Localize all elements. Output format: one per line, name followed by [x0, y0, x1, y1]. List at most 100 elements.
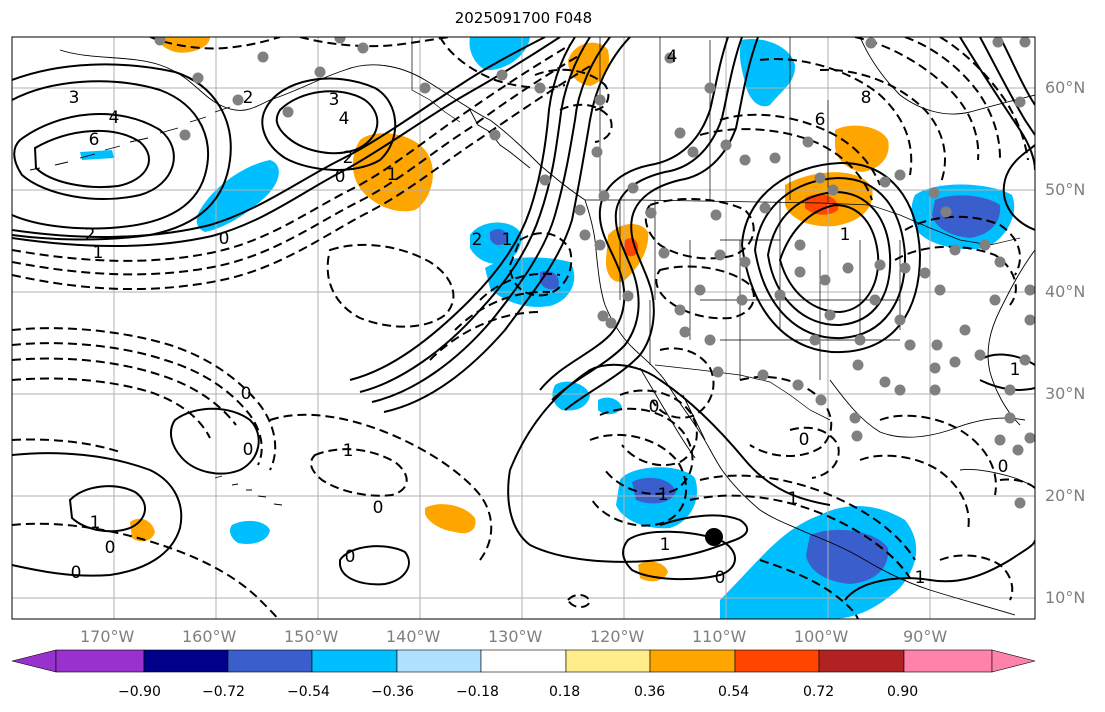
latitude-label: 60°N [1045, 78, 1086, 97]
contour-label: 1 [93, 243, 104, 263]
colorbar-segment [818, 649, 905, 673]
colorbar-segment [227, 649, 313, 673]
contour-label: 4 [339, 109, 350, 129]
longitude-label: 100°W [794, 627, 849, 646]
contour-label: 1 [788, 489, 799, 509]
contour-label: 0 [799, 430, 810, 450]
colorbar-tick-label: −0.18 [456, 684, 499, 700]
east-coast [987, 249, 1035, 426]
longitude-label: 150°W [284, 627, 339, 646]
contour-label: 6 [815, 110, 826, 130]
hawaii-islands [214, 475, 283, 506]
longitude-label: 160°W [182, 627, 237, 646]
contour-label: 2 [243, 88, 254, 108]
shade-blue-ab-top [469, 37, 530, 71]
colorbar-segment [991, 649, 1036, 673]
contour-label: 1 [90, 513, 101, 533]
contour-label: 2 [85, 225, 96, 245]
latitude-label: 40°N [1045, 282, 1086, 301]
longitude-label: 110°W [692, 627, 747, 646]
contour-label: 0 [71, 563, 82, 583]
contour-label: 3 [329, 90, 340, 110]
contour-label: 1 [502, 230, 513, 250]
alaska-border [411, 37, 461, 123]
contour-label: 0 [335, 167, 346, 187]
contour-label: 1 [660, 535, 671, 555]
shade-blue-pac-nw [485, 257, 575, 307]
contour-label: 1 [840, 225, 851, 245]
contour-label: 1 [658, 485, 669, 505]
latitude-label: 20°N [1045, 486, 1086, 505]
contour-label: 1 [1010, 360, 1021, 380]
province-lines [599, 37, 829, 203]
tc-position-marker [705, 528, 723, 546]
contour-label: 0 [105, 538, 116, 558]
colorbar-segment [565, 649, 651, 673]
station-markers [154, 37, 1035, 509]
contour-label: 4 [667, 47, 678, 67]
colorbar-segment [396, 649, 482, 673]
west-coast [584, 199, 1016, 616]
gulf-coast [829, 379, 1026, 438]
latitude-label: 10°N [1045, 588, 1086, 607]
dashed-contours [12, 37, 1035, 619]
contour-label: 6 [89, 130, 100, 150]
shade-orange-nw [159, 37, 210, 53]
colorbar-tick-label: −0.90 [118, 684, 161, 700]
colorbar-segment [480, 649, 567, 673]
shade-orange-manitoba [835, 125, 889, 172]
colorbar-segment [143, 649, 229, 673]
colorbar-tick-label: 0.18 [549, 684, 581, 700]
shade-red-idaho [624, 238, 639, 257]
shade-orange-mex [638, 561, 668, 582]
map-title: 2025091700 F048 [454, 9, 593, 27]
colorbar-tick-label: 0.36 [634, 684, 666, 700]
contour-label: 0 [243, 440, 254, 460]
colorbar-tick-label: 0.90 [887, 684, 919, 700]
contour-label: 0 [219, 229, 230, 249]
contour-label: 8 [861, 88, 872, 108]
contour-label: 0 [998, 457, 1009, 477]
latitude-label: 30°N [1045, 384, 1086, 403]
us-mexico-border [654, 364, 831, 421]
colorbar-tick-label: −0.72 [202, 684, 245, 700]
hudson-coast [859, 37, 1035, 115]
colorbar-segment [55, 649, 145, 673]
colorbar-tick-label: 0.54 [718, 684, 750, 700]
shade-blue-baja-core [632, 477, 676, 504]
shade-orange-hawaii-e [425, 504, 476, 534]
contour-labels: 3 4 6 2 2 1 0 3 4 2 1 0 1 2 4 6 8 0 0 0 … [69, 47, 1021, 588]
contour-label: 1 [387, 165, 398, 185]
contour-label: 0 [649, 397, 660, 417]
shade-blue-dateline [196, 160, 279, 232]
colorbar-segment [649, 649, 736, 673]
latitude-label: 50°N [1045, 180, 1086, 199]
solid-contours [12, 37, 1035, 601]
shade-blue-hawaii [230, 520, 270, 544]
contour-label: 0 [241, 384, 252, 404]
canada-islands [469, 109, 531, 169]
shade-red-plains [805, 194, 839, 215]
colorbar [11, 649, 1036, 673]
colorbar-tick-label: −0.54 [287, 684, 330, 700]
gridlines [12, 37, 1035, 619]
alaska-coast [59, 49, 586, 201]
contour-label: 2 [343, 148, 354, 168]
colorbar-segment [11, 649, 57, 673]
map-layers: 3 4 6 2 2 1 0 3 4 2 1 0 1 2 4 6 8 0 0 0 … [12, 37, 1035, 619]
contour-label: 4 [109, 108, 120, 128]
map-frame [11, 36, 1036, 620]
longitude-label: 140°W [386, 627, 441, 646]
colorbar-segment [311, 649, 398, 673]
colorbar-tick-label: −0.36 [371, 684, 414, 700]
colorbar-segment [903, 649, 993, 673]
contour-label: 0 [345, 547, 356, 567]
contour-label: 0 [715, 568, 726, 588]
shade-blue-enp-core [806, 529, 889, 584]
contour-label: 1 [915, 568, 926, 588]
shade-blue-offshore-core [490, 229, 508, 246]
contour-label: 1 [343, 441, 354, 461]
contour-label: 3 [69, 88, 80, 108]
colorbar-segment [734, 649, 820, 673]
